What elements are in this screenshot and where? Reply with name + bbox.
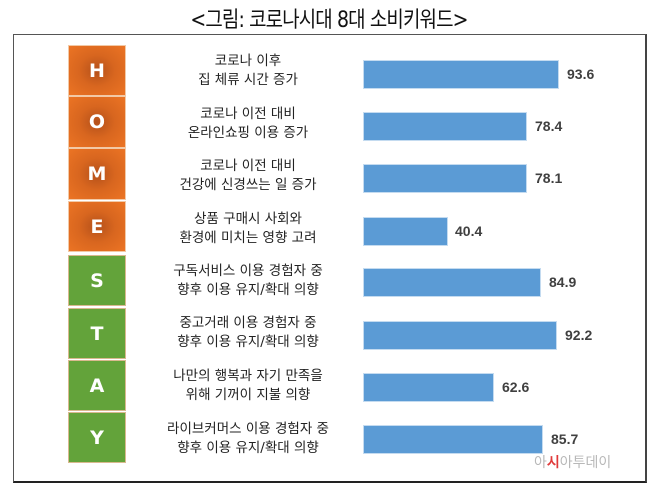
watermark-logo: 아시아투데이: [534, 452, 611, 472]
bar-e: [363, 217, 448, 246]
label-line2: 집 체류 시간 증가: [198, 72, 298, 88]
value-label: 84.9: [549, 274, 577, 290]
label-line2: 향후 이용 유지/확대 의향: [177, 334, 319, 350]
value-label: 92.2: [565, 327, 593, 343]
letter: Y: [90, 426, 104, 449]
chart-title: <그림: 코로나시대 8대 소비키워드>: [190, 8, 468, 33]
letter-box-t: T: [68, 308, 126, 359]
label-line2: 위해 기꺼이 지불 의향: [185, 387, 311, 403]
value-label: 78.4: [535, 118, 563, 134]
value-label: 78.1: [535, 170, 563, 186]
bar-o: [363, 112, 527, 141]
letter-box-y: Y: [68, 412, 126, 463]
value-label: 40.4: [455, 223, 483, 239]
value-label: 62.6: [502, 379, 530, 395]
label-line1: 코로나 이전 대비: [200, 158, 296, 174]
letter: H: [89, 59, 105, 82]
letter-box-o: O: [68, 96, 126, 148]
letter-box-m: M: [68, 148, 126, 200]
bar-m: [363, 164, 527, 193]
bar-a: [363, 373, 494, 402]
letter: O: [88, 111, 106, 133]
letter: T: [90, 322, 104, 345]
label-line2: 향후 이용 유지/확대 의향: [177, 282, 319, 298]
label-line2: 향후 이용 유지/확대 의향: [177, 440, 319, 456]
label-line2: 건강에 신경쓰는 일 증가: [179, 177, 317, 193]
label-line1: 나만의 행복과 자기 만족을: [173, 368, 323, 384]
watermark-accent: 시: [546, 455, 560, 471]
letter: E: [90, 215, 104, 238]
value-label: 85.7: [551, 431, 579, 447]
label-line2: 환경에 미치는 영향 고려: [179, 230, 317, 246]
label-line1: 구독서비스 이용 경험자 중: [173, 263, 323, 279]
letter-box-s: S: [68, 255, 126, 306]
letter-box-h: H: [68, 45, 126, 96]
letter: S: [90, 269, 104, 292]
label-line1: 코로나 이후: [214, 53, 282, 69]
bar-h: [363, 60, 559, 89]
label-line1: 라이브커머스 이용 경험자 중: [167, 421, 329, 437]
bar-t: [363, 321, 557, 350]
label-line2: 온라인쇼핑 이용 증가: [187, 125, 309, 141]
bar-s: [363, 268, 541, 297]
letter-box-a: A: [68, 360, 126, 411]
watermark-pre: 아: [534, 455, 547, 471]
label-line1: 중고거래 이용 경험자 중: [179, 315, 317, 331]
letter: M: [87, 163, 107, 185]
value-label: 93.6: [567, 66, 595, 82]
watermark-post: 아투데이: [559, 455, 612, 471]
bar-y: [363, 425, 543, 454]
label-line1: 코로나 이전 대비: [200, 106, 296, 122]
letter: A: [89, 374, 105, 397]
letter-box-e: E: [68, 201, 126, 252]
label-line1: 상품 구매시 사회와: [194, 211, 302, 227]
